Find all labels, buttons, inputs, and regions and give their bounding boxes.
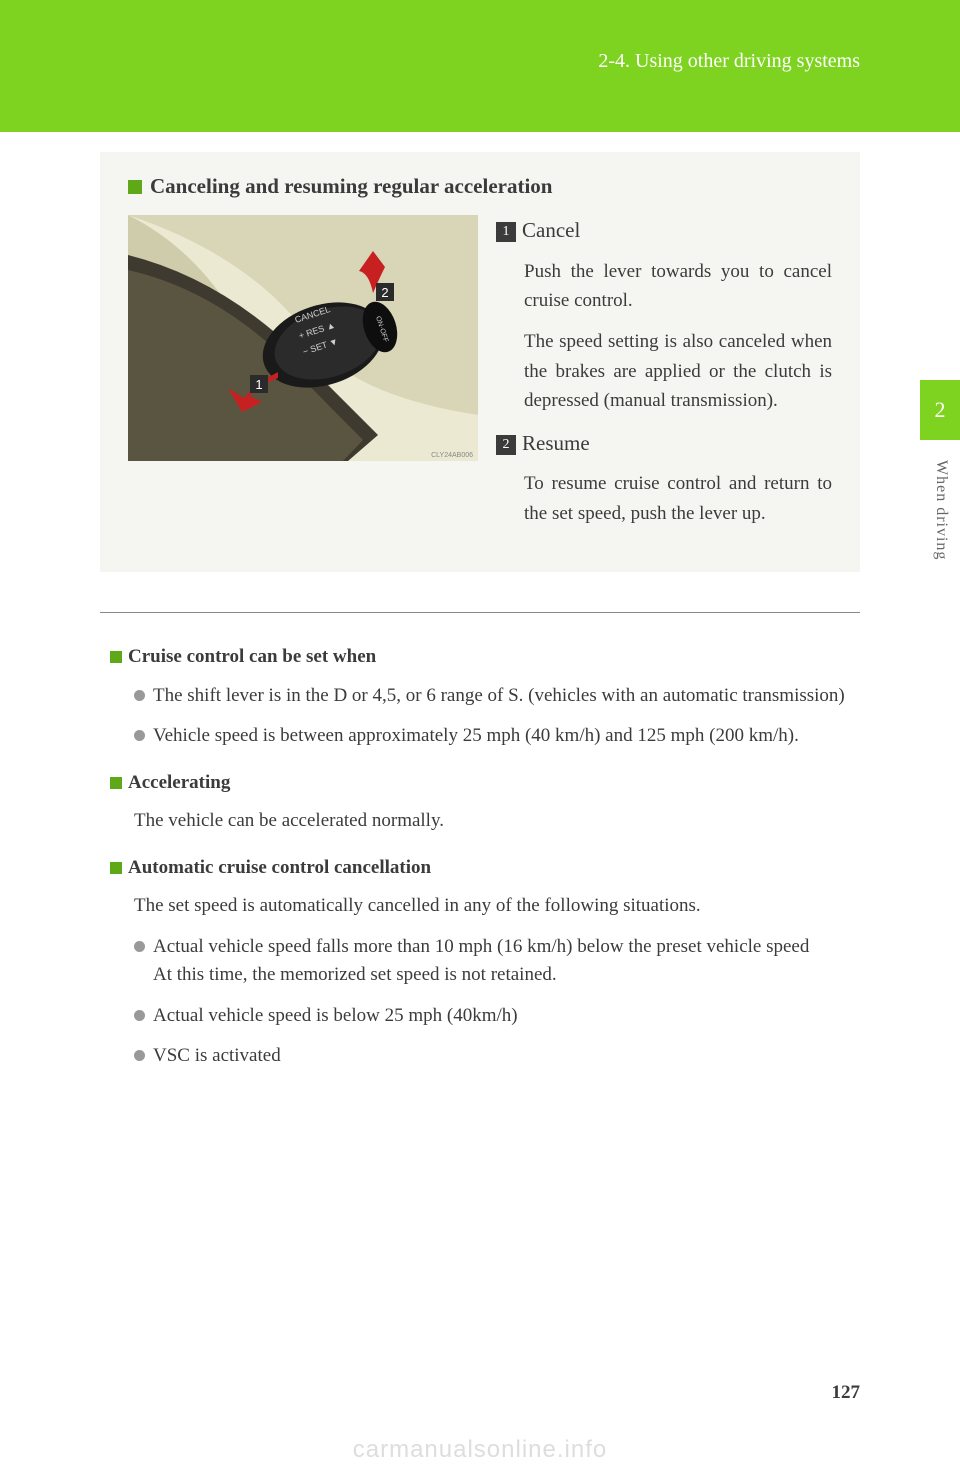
diagram-code: CLY24AB006 bbox=[431, 452, 473, 459]
section-title-text: Canceling and resuming regular accelerat… bbox=[150, 174, 552, 199]
sub-section: Automatic cruise control cancellation The… bbox=[100, 854, 860, 1071]
instruction-head: 2 Resume bbox=[496, 428, 832, 460]
chapter-label: When driving bbox=[932, 460, 950, 560]
step-number-icon: 2 bbox=[496, 435, 516, 455]
bullet-text: Actual vehicle speed is below 25 mph (40… bbox=[153, 1002, 860, 1031]
header-bar: 2-4. Using other driving systems bbox=[0, 0, 960, 132]
page-number: 127 bbox=[832, 1382, 861, 1404]
sub-section-title: Accelerating bbox=[128, 769, 230, 798]
bullet-item: Vehicle speed is between approximately 2… bbox=[134, 722, 860, 751]
instructions: 1 Cancel Push the lever towards you to can… bbox=[496, 215, 832, 540]
svg-text:2: 2 bbox=[381, 285, 388, 300]
bullet-item: Actual vehicle speed falls more than 10 … bbox=[134, 933, 860, 990]
divider bbox=[100, 612, 860, 613]
instruction-paragraph: To resume cruise control and return to t… bbox=[524, 469, 832, 528]
bullet-text: Actual vehicle speed falls more than 10 … bbox=[153, 933, 860, 990]
sub-section-intro: The vehicle can be accelerated normally. bbox=[134, 807, 860, 836]
instruction-head-text: Resume bbox=[522, 431, 590, 455]
bullet-text: VSC is activated bbox=[153, 1042, 860, 1071]
watermark: carmanualsonline.info bbox=[0, 1436, 960, 1464]
bullet-list: Actual vehicle speed falls more than 10 … bbox=[134, 933, 860, 1071]
main-content-box: Canceling and resuming regular accelerat… bbox=[100, 152, 860, 572]
lever-diagram: CANCEL + RES ▲ − SET ▼ ON·OFF 1 bbox=[128, 215, 478, 461]
square-bullet-icon bbox=[110, 651, 122, 663]
lower-content: Cruise control can be set when The shift … bbox=[100, 643, 860, 1071]
sub-section-head: Automatic cruise control cancellation bbox=[110, 854, 860, 883]
bullet-item: Actual vehicle speed is below 25 mph (40… bbox=[134, 1002, 860, 1031]
bullet-dot-icon bbox=[134, 1050, 145, 1061]
square-bullet-icon bbox=[110, 862, 122, 874]
sub-section-title: Automatic cruise control cancellation bbox=[128, 854, 431, 883]
sub-section-head: Cruise control can be set when bbox=[110, 643, 860, 672]
bullet-item: The shift lever is in the D or 4,5, or 6… bbox=[134, 682, 860, 711]
chapter-number: 2 bbox=[920, 380, 960, 440]
svg-text:1: 1 bbox=[255, 377, 262, 392]
bullet-dot-icon bbox=[134, 690, 145, 701]
section-title: Canceling and resuming regular accelerat… bbox=[128, 174, 832, 199]
instruction-paragraph: Push the lever towards you to cancel cru… bbox=[524, 257, 832, 316]
sub-section: Cruise control can be set when The shift … bbox=[100, 643, 860, 751]
sub-section-head: Accelerating bbox=[110, 769, 860, 798]
bullet-text: The shift lever is in the D or 4,5, or 6… bbox=[153, 682, 860, 711]
bullet-item: VSC is activated bbox=[134, 1042, 860, 1071]
square-bullet-icon bbox=[128, 180, 142, 194]
diagram-marker-1: 1 bbox=[250, 375, 268, 393]
instruction-paragraph: The speed setting is also canceled when … bbox=[524, 327, 832, 415]
side-tab: 2 When driving bbox=[920, 380, 960, 560]
bullet-dot-icon bbox=[134, 1010, 145, 1021]
sub-section: Accelerating The vehicle can be accelerat… bbox=[100, 769, 860, 836]
sub-section-intro: The set speed is automatically cancelled… bbox=[134, 892, 860, 921]
instruction-head-text: Cancel bbox=[522, 218, 580, 242]
breadcrumb: 2-4. Using other driving systems bbox=[598, 50, 860, 73]
sub-section-title: Cruise control can be set when bbox=[128, 643, 376, 672]
bullet-dot-icon bbox=[134, 730, 145, 741]
square-bullet-icon bbox=[110, 777, 122, 789]
bullet-list: The shift lever is in the D or 4,5, or 6… bbox=[134, 682, 860, 751]
instruction-head: 1 Cancel bbox=[496, 215, 832, 247]
step-number-icon: 1 bbox=[496, 222, 516, 242]
bullet-text: Vehicle speed is between approximately 2… bbox=[153, 722, 860, 751]
bullet-dot-icon bbox=[134, 941, 145, 952]
diagram-marker-2: 2 bbox=[376, 283, 394, 301]
